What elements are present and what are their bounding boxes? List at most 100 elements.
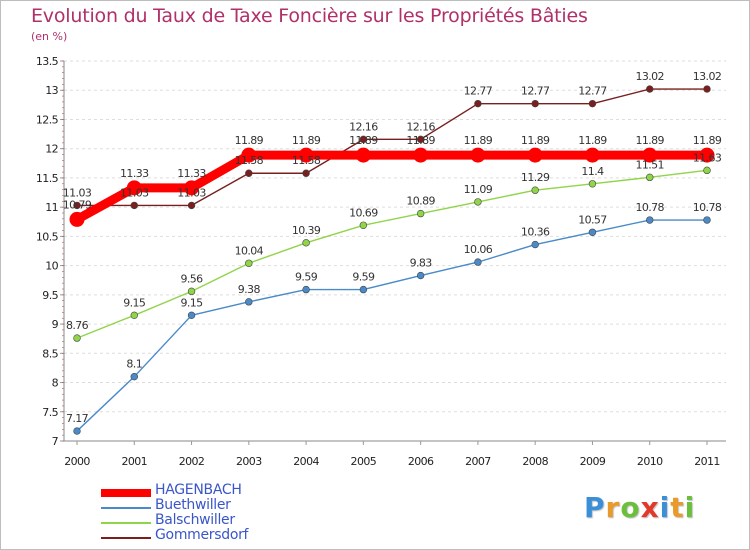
data-label: 10.89 <box>406 195 435 208</box>
data-label: 12.77 <box>521 85 550 98</box>
data-point <box>703 216 711 224</box>
data-point <box>588 99 597 108</box>
data-point <box>359 285 368 294</box>
data-label: 11.51 <box>635 158 664 171</box>
data-point <box>703 85 711 93</box>
data-point <box>302 239 310 247</box>
data-label: 9.15 <box>123 296 146 309</box>
y-tick-label: 8 <box>52 377 59 390</box>
series-line <box>77 88 707 207</box>
x-tick-label: 2007 <box>465 455 491 468</box>
data-point <box>245 169 253 177</box>
data-point <box>298 147 314 163</box>
data-point <box>302 169 310 177</box>
data-point <box>642 147 658 163</box>
data-label: 9.38 <box>238 283 261 296</box>
data-point <box>187 311 196 320</box>
data-label: 11.89 <box>521 134 550 147</box>
data-label: 11.89 <box>464 134 493 147</box>
data-label: 10.79 <box>63 198 92 211</box>
data-label: 8.1 <box>126 358 142 371</box>
data-point <box>245 259 253 267</box>
data-label: 9.83 <box>410 257 433 270</box>
series-hagenbach <box>69 147 715 227</box>
data-label: 10.36 <box>521 226 550 239</box>
data-point <box>184 180 200 196</box>
data-point <box>474 198 482 206</box>
data-point <box>416 271 425 280</box>
plot-area <box>64 61 726 441</box>
data-point <box>413 147 429 163</box>
x-tick-label: 2009 <box>580 455 606 468</box>
data-point <box>646 173 654 182</box>
y-tick-label: 7 <box>52 435 59 448</box>
series-balschwiller <box>73 166 711 342</box>
data-point <box>531 186 539 194</box>
data-point <box>355 147 371 163</box>
data-label: 11.89 <box>578 134 607 147</box>
data-label: 11.89 <box>235 134 264 147</box>
data-point <box>69 211 85 227</box>
data-point <box>130 201 138 210</box>
legend-label: Balschwiller <box>155 512 235 528</box>
data-label: 11.58 <box>292 154 321 167</box>
series-gommersdorf <box>73 85 711 210</box>
data-point <box>646 85 654 93</box>
data-point <box>646 216 654 224</box>
series-line <box>74 150 707 224</box>
data-label: 11.4 <box>581 165 604 178</box>
series-buethwiller <box>73 216 711 435</box>
data-label: 11.03 <box>120 186 149 199</box>
labels-balschwiller: 8.76 9.15 9.56 10.04 10.39 10.69 10.89 11.09 11.… <box>66 151 722 332</box>
series-line <box>76 219 707 432</box>
data-point <box>588 180 597 188</box>
logo-letter: o <box>620 491 641 524</box>
data-label: 10.78 <box>693 201 722 214</box>
series-line <box>76 169 708 339</box>
x-tick-label: 2002 <box>179 455 205 468</box>
data-label: 11.58 <box>235 154 264 167</box>
data-point <box>588 228 597 236</box>
y-tick-label: 10 <box>45 260 58 273</box>
legend-swatch <box>101 537 151 539</box>
unit-label: (en %) <box>31 30 68 43</box>
data-point <box>474 99 482 108</box>
logo-letter: i <box>659 491 671 524</box>
y-tick-label: 12.5 <box>36 113 59 126</box>
data-label: 12.77 <box>464 85 493 98</box>
legend-swatch <box>101 522 151 524</box>
logo-letter: P <box>584 491 606 524</box>
y-tick-label: 12 <box>45 143 58 156</box>
data-point <box>302 285 310 294</box>
labels-gommersdorf: 11.03 11.03 11.03 11.58 11.58 12.16 12.16 12.77… <box>63 70 722 199</box>
data-label: 9.59 <box>295 271 318 284</box>
data-label: 11.89 <box>635 134 664 147</box>
logo-letter: t <box>670 491 685 524</box>
data-point <box>703 166 711 175</box>
data-label: 12.77 <box>578 85 607 98</box>
data-label: 13.02 <box>693 70 722 83</box>
data-point <box>130 372 138 381</box>
proxiti-logo: Proxiti <box>584 491 695 524</box>
x-tick-label: 2011 <box>694 455 720 468</box>
labels-buethwiller: 7.17 8.1 9.15 9.38 9.59 9.59 9.83 10.06 10.36 10.… <box>66 201 722 425</box>
data-label: 9.59 <box>352 271 375 284</box>
data-point <box>474 258 482 266</box>
data-label: 7.17 <box>66 412 89 425</box>
legend-swatch <box>101 507 151 509</box>
data-point <box>73 334 81 342</box>
data-point <box>531 99 539 108</box>
data-point <box>359 221 368 229</box>
data-point <box>245 298 253 306</box>
legend-label: Gommersdorf <box>155 527 249 543</box>
data-point <box>73 427 81 435</box>
data-point <box>584 147 600 163</box>
y-tick-label: 10.5 <box>36 230 59 243</box>
x-tick-label: 2001 <box>121 455 147 468</box>
data-label: 10.78 <box>635 201 664 214</box>
data-label: 11.33 <box>120 167 149 180</box>
data-point <box>130 311 138 320</box>
data-point <box>470 147 486 163</box>
data-point <box>187 287 196 296</box>
